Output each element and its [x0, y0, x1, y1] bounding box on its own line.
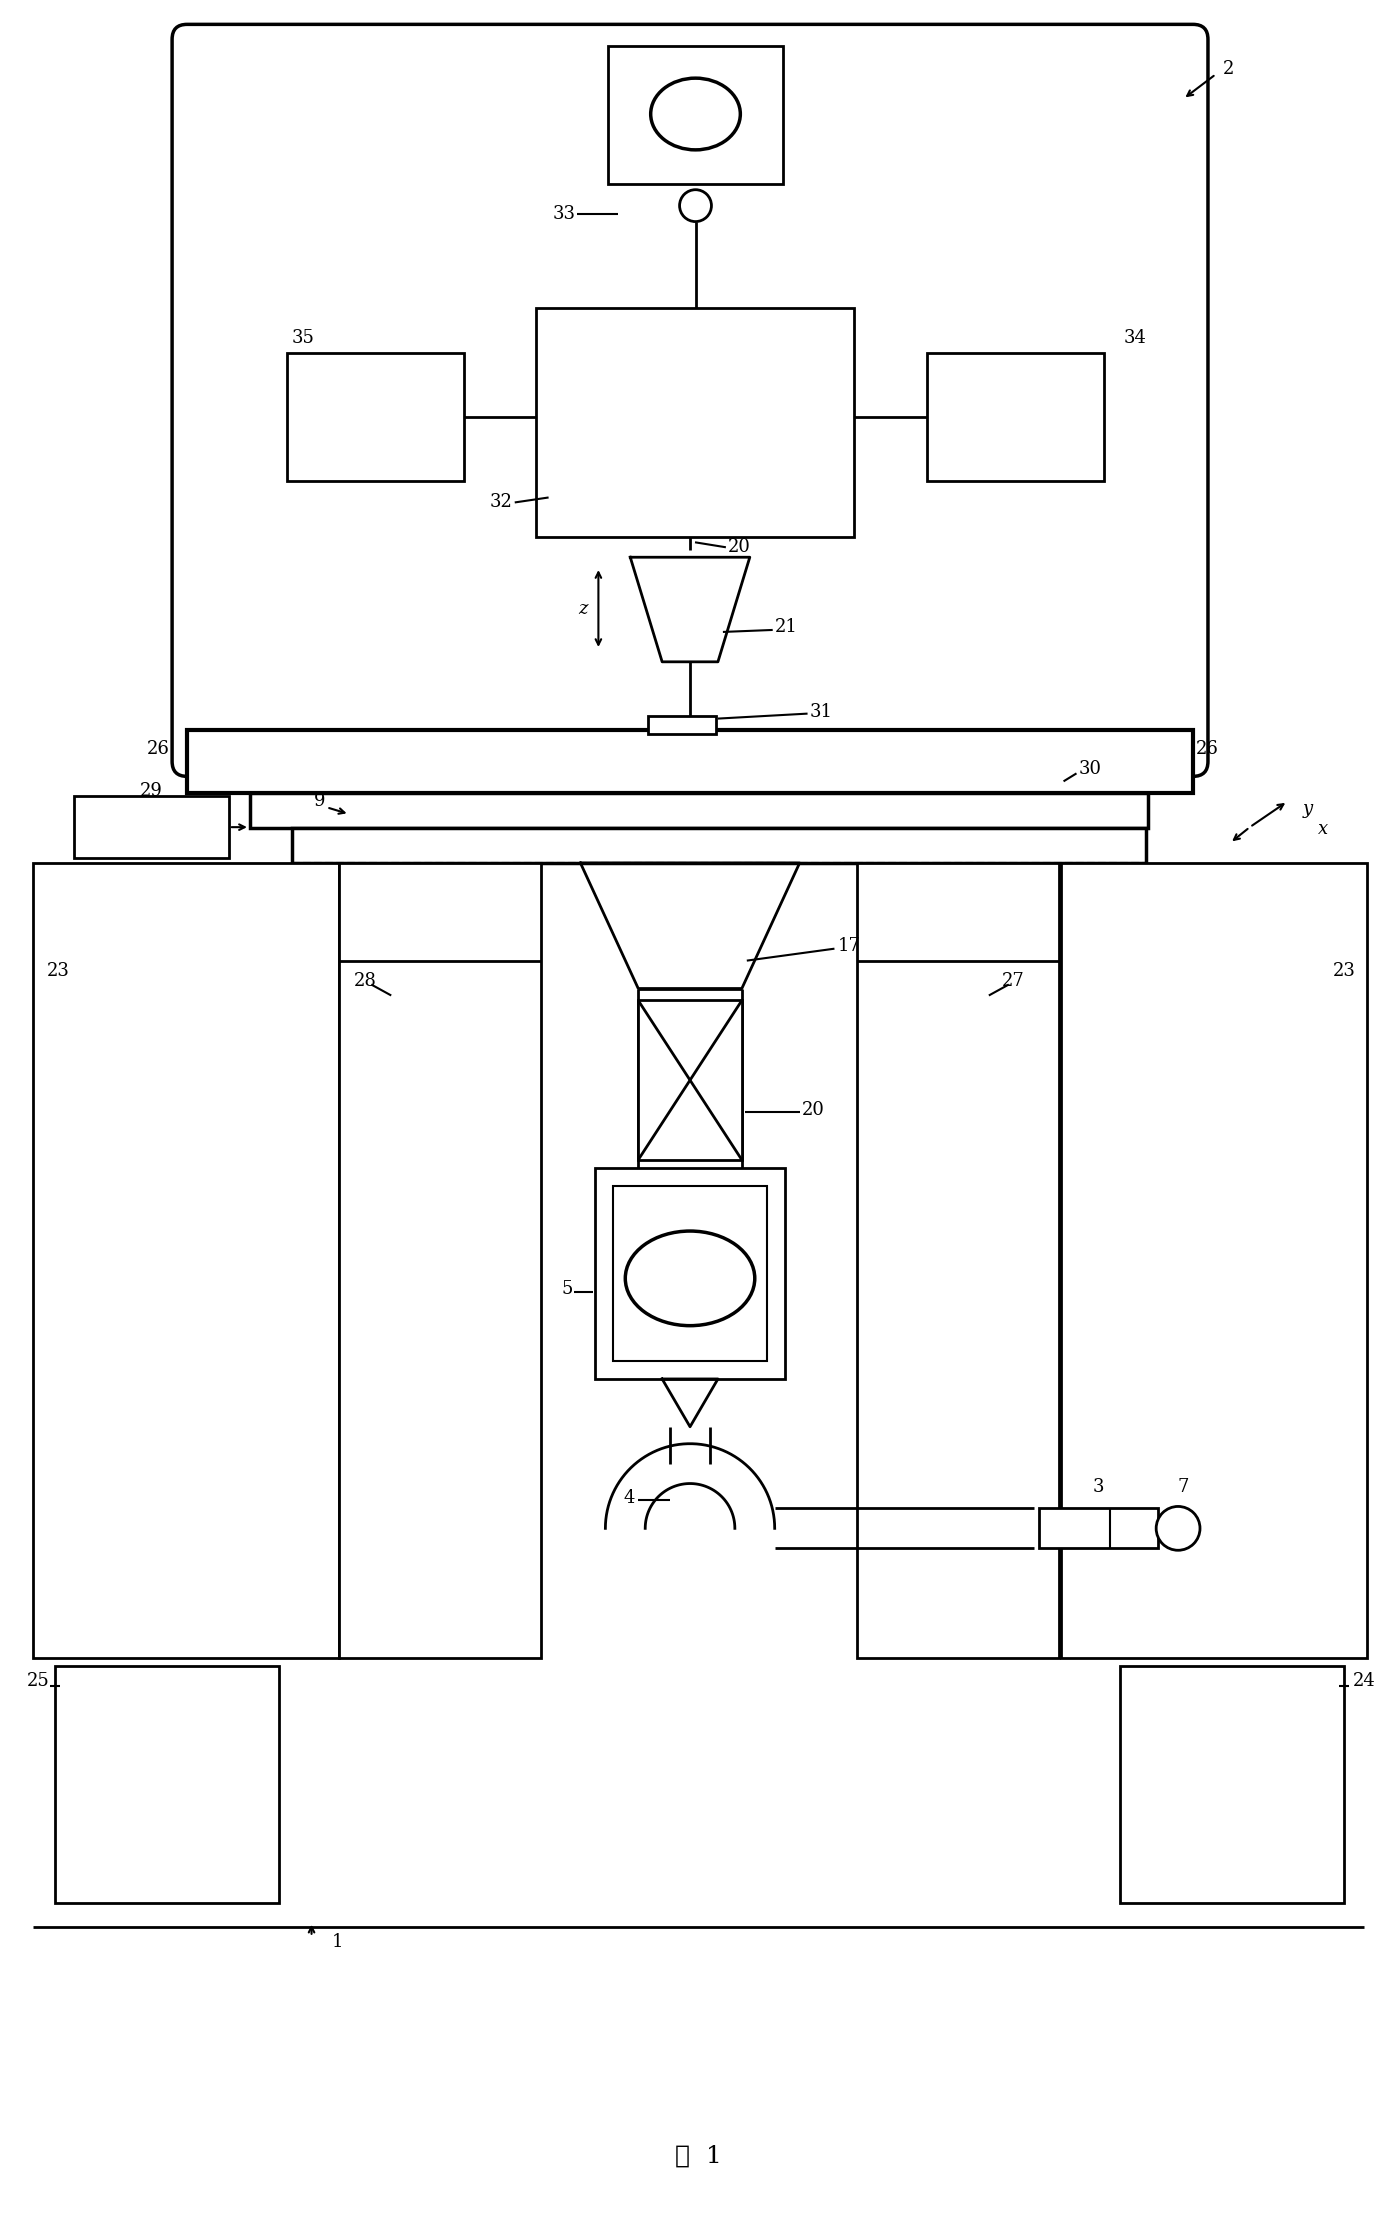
Text: 24: 24	[1352, 1672, 1375, 1690]
Ellipse shape	[626, 1231, 754, 1325]
Text: 33: 33	[552, 206, 576, 224]
Text: y: y	[1302, 800, 1313, 818]
Circle shape	[679, 190, 711, 221]
Text: 27: 27	[1002, 972, 1024, 990]
Bar	[648, 715, 715, 733]
Bar	[286, 353, 464, 481]
Bar	[928, 353, 1105, 481]
Bar	[858, 863, 1059, 1658]
Bar	[250, 793, 1148, 829]
Text: 23: 23	[1333, 961, 1355, 979]
Text: 23: 23	[46, 961, 70, 979]
Text: 31: 31	[809, 702, 833, 720]
Text: 2: 2	[1222, 60, 1235, 78]
Bar	[638, 1001, 742, 1160]
Text: 1: 1	[331, 1933, 344, 1951]
Text: 21: 21	[775, 617, 798, 637]
Bar	[292, 829, 1146, 863]
Text: 30: 30	[1078, 760, 1101, 778]
Text: z: z	[578, 599, 587, 619]
Bar	[54, 1665, 278, 1902]
Bar	[1120, 1665, 1344, 1902]
Text: 3: 3	[1092, 1477, 1104, 1495]
Ellipse shape	[651, 78, 740, 150]
Circle shape	[1157, 1506, 1200, 1551]
Bar	[1038, 1509, 1158, 1549]
Text: 9: 9	[314, 791, 326, 811]
Bar	[74, 796, 229, 858]
Bar	[613, 1187, 767, 1361]
FancyBboxPatch shape	[172, 25, 1208, 776]
Text: 35: 35	[292, 329, 314, 346]
Bar	[32, 863, 339, 1658]
Bar	[339, 863, 541, 1658]
Bar	[1060, 863, 1368, 1658]
Text: 20: 20	[728, 539, 750, 557]
Text: 20: 20	[802, 1102, 824, 1120]
Text: 26: 26	[147, 740, 170, 758]
Text: 34: 34	[1123, 329, 1146, 346]
Bar	[595, 1169, 785, 1379]
Text: 25: 25	[27, 1672, 49, 1690]
Text: x: x	[1317, 820, 1327, 838]
Text: 29: 29	[140, 782, 163, 800]
Text: 7: 7	[1178, 1477, 1189, 1495]
Text: 17: 17	[837, 936, 861, 954]
Text: 图  1: 图 1	[675, 2143, 721, 2168]
Text: 32: 32	[490, 494, 513, 512]
Bar	[187, 729, 1193, 793]
Text: 5: 5	[562, 1281, 573, 1299]
Bar	[535, 308, 855, 536]
Text: 4: 4	[624, 1489, 636, 1506]
Bar	[608, 47, 782, 183]
Text: 26: 26	[1196, 740, 1220, 758]
Text: 28: 28	[353, 972, 376, 990]
